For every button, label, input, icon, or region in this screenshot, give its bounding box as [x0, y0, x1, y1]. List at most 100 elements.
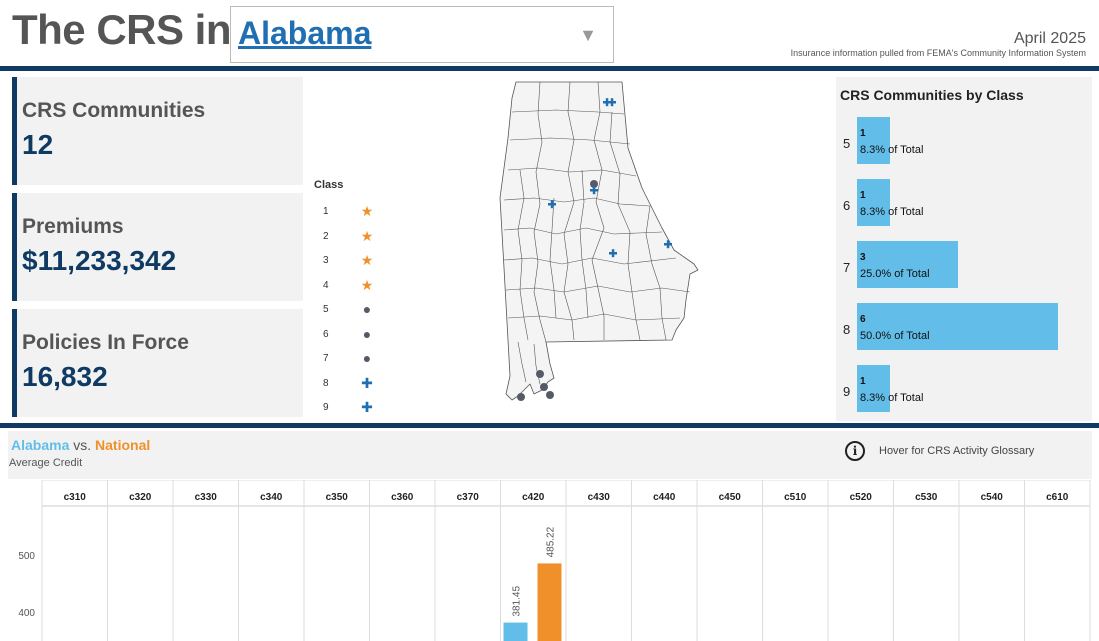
class-label: 8: [843, 322, 851, 337]
average-credit-chart: c310 c320 c330 c340 c350 c360 c370 c420 c430 c440…: [18, 480, 1091, 641]
class-6-marker: [540, 383, 548, 391]
class-label: 9: [843, 384, 851, 399]
legend-class-number: 7: [323, 353, 329, 364]
class-7-marker: [517, 393, 525, 401]
category-label: c450: [719, 492, 742, 503]
legend-item-class-7[interactable]: 7 ●: [320, 350, 380, 370]
header-divider: [0, 66, 1099, 71]
category-label: c520: [850, 492, 873, 503]
state-select-value: Alabama: [238, 15, 372, 51]
class-bar[interactable]: [857, 179, 890, 226]
class-bar[interactable]: [857, 365, 890, 412]
class-bar[interactable]: [857, 303, 1058, 350]
kpi-label: Premiums: [22, 215, 124, 238]
report-date: April 2025: [1013, 30, 1086, 47]
class-7-marker: [590, 180, 598, 188]
category-label: c330: [195, 492, 218, 503]
category-label: c530: [915, 492, 938, 503]
class-count: 1: [860, 190, 866, 201]
legend-class-number: 8: [323, 377, 329, 389]
dot-icon: ●: [362, 325, 372, 342]
dot-icon: ●: [362, 350, 372, 366]
chevron-down-icon[interactable]: ▼: [579, 25, 597, 45]
kpi-label: Policies In Force: [22, 331, 189, 354]
class-percent: 50.0% of Total: [860, 330, 930, 342]
kpi-value: 16,832: [22, 361, 108, 392]
legend-item-class-3[interactable]: 3 ★: [320, 252, 380, 272]
class-row-8[interactable]: 8 6 50.0% of Total: [836, 303, 1092, 351]
state-select[interactable]: Alabama ▼: [230, 6, 614, 63]
class-5-marker: [546, 391, 554, 399]
kpi-value: 12: [22, 129, 54, 160]
vs-label: vs.: [73, 437, 92, 453]
y-tick-label: 400: [18, 608, 35, 619]
category-label: c320: [129, 492, 152, 503]
kpi-value: $11,233,342: [22, 245, 177, 276]
legend-class-number: 6: [323, 328, 329, 340]
category-label: c610: [1046, 492, 1069, 503]
info-icon[interactable]: i: [845, 441, 865, 461]
state-series-label: Alabama: [11, 437, 70, 453]
national-series-label: National: [95, 437, 151, 453]
legend-item-class-2[interactable]: 2 ★: [320, 228, 380, 248]
legend-title: Class: [314, 179, 344, 191]
legend-item-class-9[interactable]: 9 ✚: [320, 399, 380, 419]
community-markers: [517, 98, 672, 401]
class-row-6[interactable]: 6 1 8.3% of Total: [836, 179, 1092, 227]
category-label: c340: [260, 492, 283, 503]
class-7-marker: [536, 370, 544, 378]
class-count: 1: [860, 128, 866, 139]
data-label: 381.45: [512, 586, 523, 617]
source-note: Insurance information pulled from FEMA's…: [790, 48, 1086, 58]
legend-item-class-6[interactable]: 6 ●: [320, 326, 380, 346]
class-percent: 8.3% of Total: [860, 392, 924, 404]
legend-item-class-1[interactable]: 1 ★: [320, 203, 380, 223]
legend-item-class-8[interactable]: 8 ✚: [320, 375, 380, 395]
kpi-policies-in-force: Policies In Force 16,832: [12, 309, 303, 417]
section-divider: [0, 423, 1099, 428]
comparison-subtitle: Average Credit: [9, 457, 83, 469]
star-icon: ★: [360, 203, 374, 219]
glossary-hover-text[interactable]: Hover for CRS Activity Glossary: [879, 445, 1035, 457]
class-chart-title: CRS Communities by Class: [840, 87, 1024, 103]
class-row-9[interactable]: 9 1 8.3% of Total: [836, 365, 1092, 413]
class-chart-panel: CRS Communities by Class 5 1 8.3% of Total…: [836, 77, 1092, 421]
bar-national-c420: [537, 563, 562, 641]
class-label: 6: [843, 198, 851, 213]
class-count: 6: [860, 314, 866, 325]
legend-item-class-4[interactable]: 4 ★: [320, 277, 380, 297]
legend-class-number: 5: [323, 304, 329, 315]
legend-item-class-5[interactable]: 5 ●: [320, 301, 380, 321]
bar-alabama-c420: [503, 622, 528, 641]
dot-icon: ●: [362, 301, 372, 317]
category-label: c420: [522, 492, 545, 503]
class-label: 7: [843, 260, 851, 275]
star-icon: ★: [360, 276, 374, 293]
class-bar[interactable]: [857, 241, 958, 288]
comparison-title: Alabama vs. National: [11, 437, 150, 453]
kpi-premiums: Premiums $11,233,342: [12, 193, 303, 301]
star-icon: ★: [360, 227, 374, 244]
data-label: 485.22: [546, 526, 557, 557]
legend-class-number: 4: [323, 279, 329, 291]
category-label: c540: [981, 492, 1004, 503]
category-label: c370: [457, 492, 480, 503]
class-percent: 25.0% of Total: [860, 268, 930, 280]
state-map[interactable]: [490, 78, 710, 408]
page-title: The CRS in: [12, 6, 232, 53]
class-bar[interactable]: [857, 117, 890, 164]
legend-class-number: 9: [323, 402, 329, 413]
class-row-5[interactable]: 5 1 8.3% of Total: [836, 117, 1092, 165]
legend-class-number: 1: [323, 206, 329, 217]
category-label: c510: [784, 492, 807, 503]
star-icon: ★: [360, 252, 374, 268]
comparison-header: Alabama vs. National Average Credit i Ho…: [8, 431, 1092, 479]
class-row-7[interactable]: 7 3 25.0% of Total: [836, 241, 1092, 289]
plus-icon: ✚: [361, 399, 373, 415]
class-percent: 8.3% of Total: [860, 144, 924, 156]
class-8-9-markers: [548, 98, 672, 258]
plus-icon: ✚: [361, 374, 373, 391]
class-count: 3: [860, 252, 866, 263]
y-tick-label: 500: [18, 551, 35, 562]
category-label: c440: [653, 492, 676, 503]
